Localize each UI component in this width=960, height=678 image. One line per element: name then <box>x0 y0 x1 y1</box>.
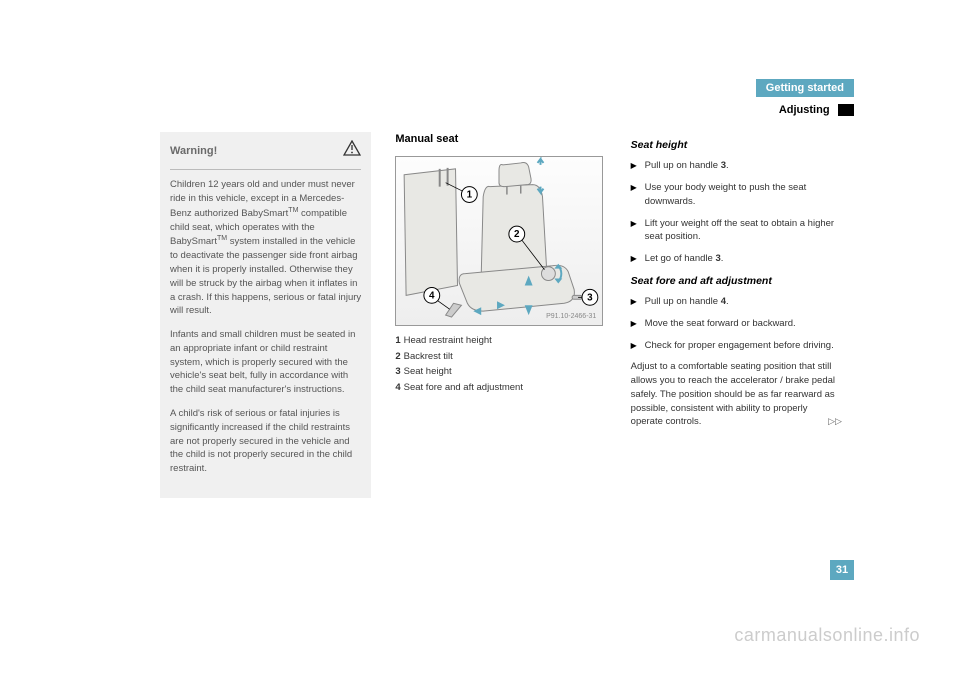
content-columns: Warning! Children 12 years old and under… <box>160 132 842 498</box>
instruction-item: Pull up on handle 4. <box>631 295 842 309</box>
warning-p1: Children 12 years old and under must nev… <box>170 178 361 318</box>
fore-aft-heading: Seat fore and aft adjustment <box>631 274 842 289</box>
column-warning: Warning! Children 12 years old and under… <box>160 132 371 498</box>
section-marker <box>838 104 854 116</box>
column-instructions: Seat height Pull up on handle 3. Use you… <box>631 132 842 498</box>
diagram-code: P91.10-2466-31 <box>546 312 596 322</box>
closing-paragraph: Adjust to a comfortable seating position… <box>631 360 842 429</box>
seat-height-heading: Seat height <box>631 138 842 153</box>
legend-row: 4Seat fore and aft adjustment <box>395 381 606 395</box>
warning-box: Warning! Children 12 years old and under… <box>160 132 371 498</box>
instruction-item: Move the seat forward or backward. <box>631 317 842 331</box>
warning-p3: A child's risk of serious or fatal injur… <box>170 407 361 476</box>
legend-row: 2Backrest tilt <box>395 350 606 364</box>
section-title: Adjusting <box>779 104 830 116</box>
diagram-legend: 1Head restraint height 2Backrest tilt 3S… <box>395 334 606 395</box>
warning-icon <box>343 140 361 163</box>
column-diagram: Manual seat <box>395 132 606 498</box>
page-header: Getting started Adjusting <box>756 78 854 119</box>
instruction-item: Lift your weight off the seat to obtain … <box>631 217 842 245</box>
legend-row: 3Seat height <box>395 365 606 379</box>
instruction-item: Check for proper engagement before drivi… <box>631 339 842 353</box>
svg-text:4: 4 <box>429 290 435 301</box>
continue-icon: ▷▷ <box>828 415 842 428</box>
instruction-item: Pull up on handle 3. <box>631 159 842 173</box>
warning-title: Warning! <box>170 144 217 160</box>
warning-p2: Infants and small children must be seate… <box>170 328 361 397</box>
instruction-item: Use your body weight to push the seat do… <box>631 181 842 209</box>
svg-text:3: 3 <box>587 292 593 303</box>
svg-text:2: 2 <box>514 229 520 240</box>
svg-text:1: 1 <box>467 189 473 200</box>
chapter-title: Getting started <box>756 79 854 97</box>
page-number: 31 <box>830 560 854 580</box>
seat-diagram: 1 2 3 4 P91.10-2466-31 <box>395 156 603 326</box>
instruction-item: Let go of handle 3. <box>631 252 842 266</box>
watermark: carmanualsonline.info <box>734 625 920 646</box>
legend-row: 1Head restraint height <box>395 334 606 348</box>
manual-seat-title: Manual seat <box>395 132 606 148</box>
